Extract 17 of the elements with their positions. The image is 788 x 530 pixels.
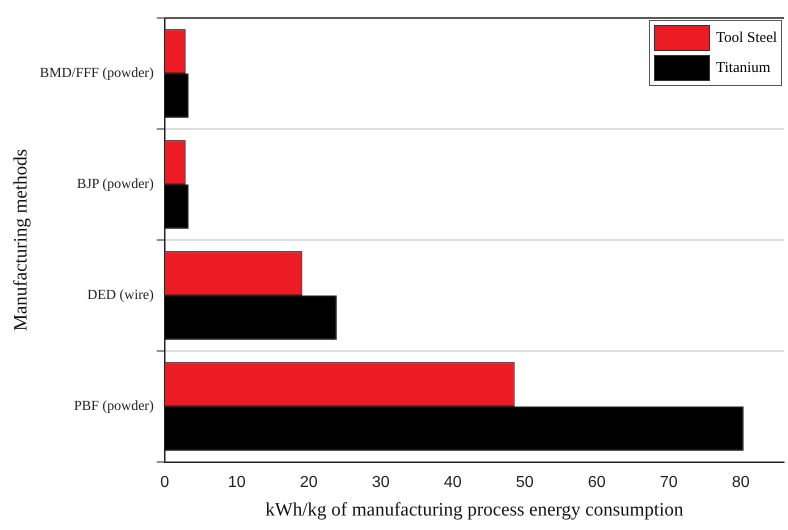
legend-label: Titanium: [716, 60, 770, 76]
x-tick-label: 70: [660, 474, 678, 492]
x-tick-label: 40: [444, 474, 462, 492]
y-tick-label: PBF (powder): [74, 399, 154, 414]
x-tick-label: 10: [228, 474, 246, 492]
x-axis-title: kWh/kg of manufacturing process energy consumption: [265, 500, 684, 521]
x-tick-label: 60: [588, 474, 606, 492]
legend-label: Tool Steel: [716, 30, 778, 46]
y-axis-title: Manufacturing methods: [10, 148, 32, 332]
x-tick-label: 30: [372, 474, 390, 492]
x-tick-label: 80: [732, 474, 750, 492]
y-tick-label: DED (wire): [87, 288, 154, 304]
x-tick-label: 0: [160, 474, 170, 492]
y-tick-label: BMD/FFF (powder): [40, 66, 154, 82]
x-tick-label: 50: [516, 474, 534, 492]
y-tick-label: BJP (powder): [76, 177, 154, 192]
x-tick-label: 20: [300, 474, 318, 492]
